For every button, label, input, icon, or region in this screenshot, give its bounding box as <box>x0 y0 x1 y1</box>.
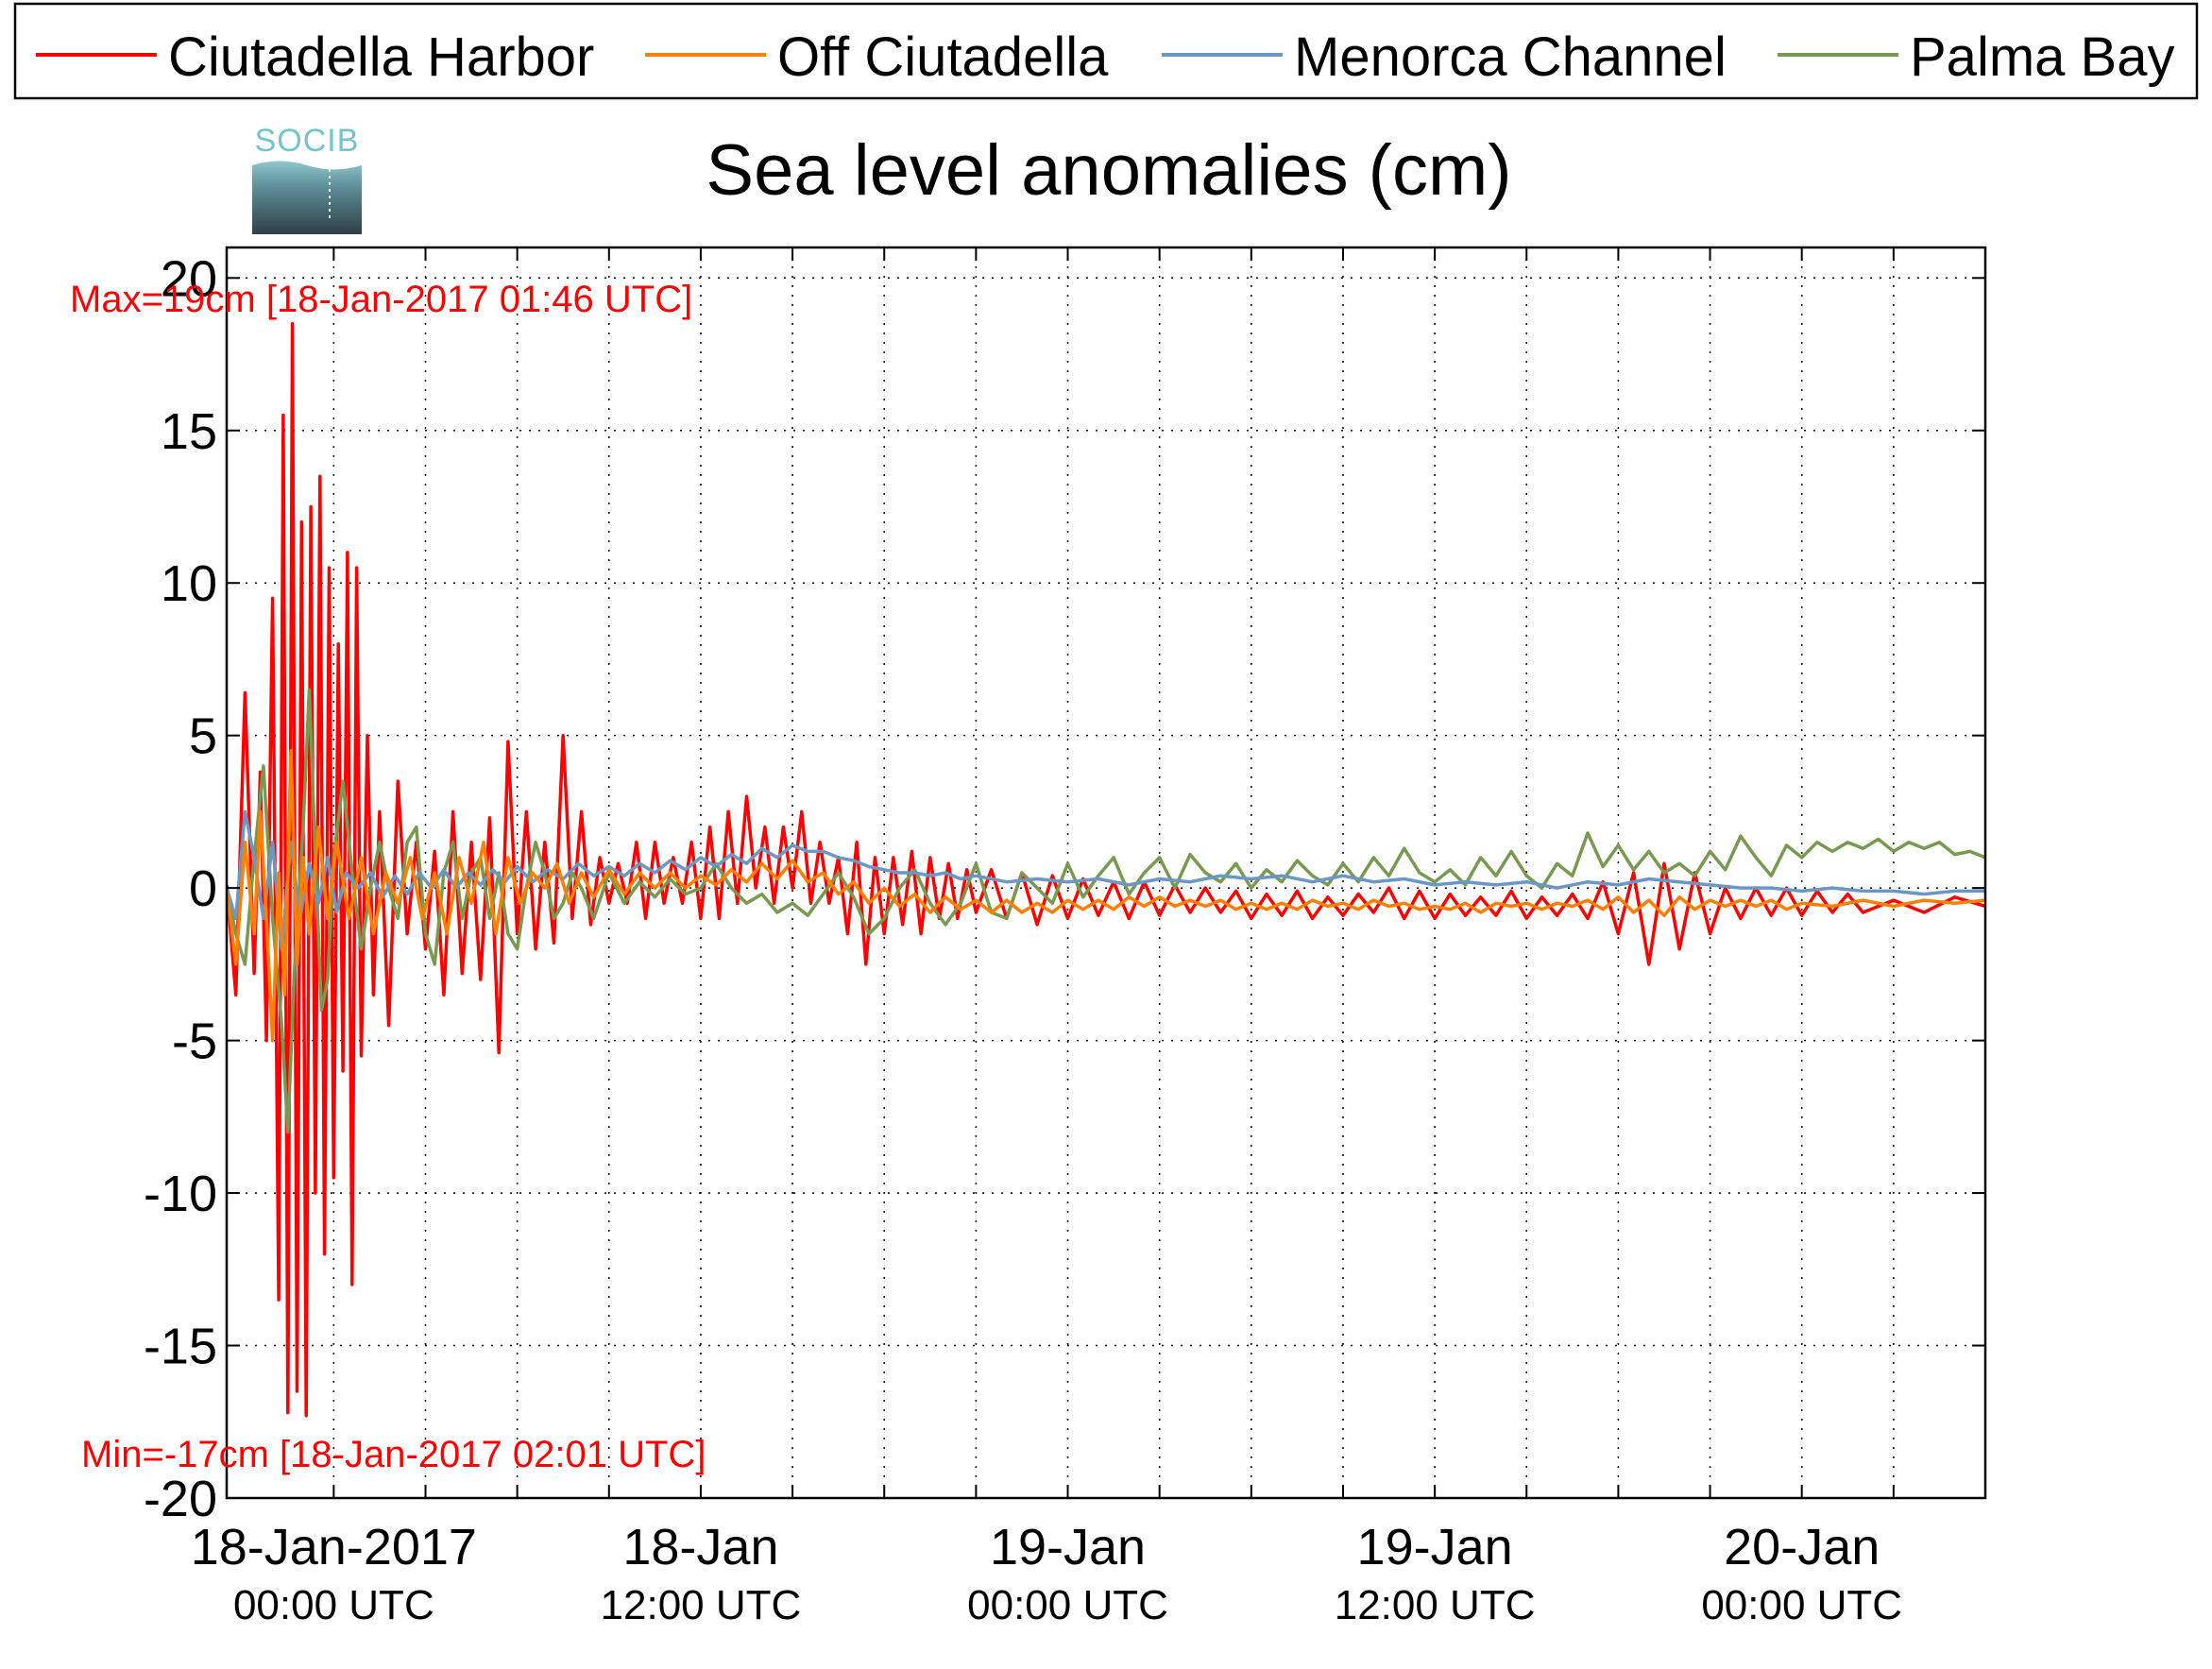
x-tick-date-label: 19-Jan <box>1357 1519 1513 1575</box>
axis-ticks <box>227 247 1985 1499</box>
y-tick-label: 5 <box>189 708 217 765</box>
series-line-menorca-channel <box>227 809 1985 951</box>
y-tick-label: 10 <box>161 555 217 612</box>
legend-label: Palma Bay <box>1910 26 2174 88</box>
series-line-palma-bay <box>227 688 1985 1134</box>
x-tick-time-label: 00:00 UTC <box>1701 1582 1902 1628</box>
y-tick-label: -20 <box>144 1471 217 1527</box>
x-tick-date-label: 18-Jan-2017 <box>191 1519 477 1575</box>
chart-title: Sea level anomalies (cm) <box>706 130 1511 211</box>
series-group <box>227 321 1985 1418</box>
max-annotation: Max=19cm [18-Jan-2017 01:46 UTC] <box>70 279 692 320</box>
logo-wave-icon <box>252 161 362 170</box>
plot-frame <box>225 246 1987 1500</box>
legend-label: Off Ciutadella <box>777 26 1109 88</box>
logo-water-icon <box>252 161 362 234</box>
legend-label: Menorca Channel <box>1294 26 1727 88</box>
y-tick-label: -5 <box>172 1013 217 1070</box>
y-tick-label: 20 <box>161 250 217 307</box>
legend-box <box>13 2 2199 100</box>
min-annotation: Min=-17cm [18-Jan-2017 02:01 UTC] <box>81 1434 706 1475</box>
x-tick-time-label: 00:00 UTC <box>967 1582 1168 1628</box>
y-tick-label: -15 <box>144 1319 217 1375</box>
x-tick-time-label: 12:00 UTC <box>601 1582 802 1628</box>
y-tick-label: 15 <box>161 403 217 460</box>
x-tick-time-label: 12:00 UTC <box>1335 1582 1536 1628</box>
y-axis-labels: 20 15 10 5 0 -5 -10 -15 -20 <box>144 250 217 1527</box>
legend-label: Ciutadella Harbor <box>168 26 594 88</box>
x-tick-time-label: 00:00 UTC <box>233 1582 434 1628</box>
x-axis-labels: 18-Jan-2017 00:00 UTC 18-Jan 12:00 UTC 19-Ja… <box>191 1519 1902 1628</box>
x-tick-date-label: 18-Jan <box>622 1519 778 1575</box>
logo-text: SOCIB <box>255 123 360 159</box>
x-tick-date-label: 19-Jan <box>990 1519 1146 1575</box>
legend: Ciutadella Harbor Off Ciutadella Menorca C… <box>13 2 2199 100</box>
y-tick-label: 0 <box>189 860 217 917</box>
series-line-off-ciutadella <box>227 749 1985 1043</box>
y-tick-label: -10 <box>144 1166 217 1222</box>
x-tick-date-label: 20-Jan <box>1724 1519 1880 1575</box>
socib-logo: SOCIB <box>252 123 362 234</box>
